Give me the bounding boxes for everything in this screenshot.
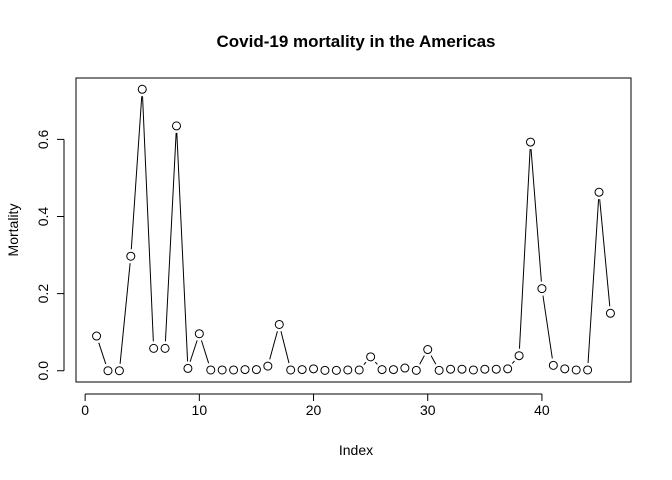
data-point <box>194 329 204 339</box>
data-point <box>457 364 467 374</box>
data-point <box>160 343 170 353</box>
series-segment <box>430 355 437 365</box>
series-segment <box>363 361 367 366</box>
series-segment <box>419 355 425 365</box>
data-point <box>137 84 147 94</box>
series-segment <box>374 361 378 365</box>
data-point <box>320 365 330 375</box>
data-point <box>183 363 193 373</box>
x-axis-label: Index <box>339 442 373 458</box>
y-tick-label: 0.2 <box>35 284 51 304</box>
series-segment <box>130 96 143 250</box>
data-point <box>491 364 501 374</box>
data-point <box>309 364 319 374</box>
data-point <box>114 366 124 376</box>
x-tick-label: 0 <box>81 402 89 418</box>
data-point <box>343 365 353 375</box>
data-point <box>274 319 284 329</box>
y-axis: 0.0 0.2 0.4 0.6 <box>35 129 65 381</box>
data-point <box>263 361 273 371</box>
data-point <box>286 365 296 375</box>
data-point <box>548 360 558 370</box>
data-point <box>571 365 581 375</box>
series-segment <box>142 96 154 342</box>
data-point <box>411 365 421 375</box>
data-point <box>526 137 536 147</box>
data-point <box>229 365 239 375</box>
data-point <box>206 365 216 375</box>
series-segment <box>269 331 278 360</box>
data-point <box>537 284 547 294</box>
series-points <box>92 84 615 376</box>
data-point <box>514 351 524 361</box>
y-axis-label: Mortality <box>5 204 21 257</box>
series-segment <box>189 340 198 362</box>
chart-title: Covid-19 mortality in the Americas <box>216 32 495 51</box>
data-point <box>605 308 615 318</box>
series-segment <box>200 340 210 364</box>
series-segment <box>280 331 290 364</box>
series-segment <box>518 149 531 349</box>
plot-frame <box>75 77 632 383</box>
series-segment <box>176 132 189 362</box>
data-point <box>103 366 113 376</box>
data-point <box>583 365 593 375</box>
y-tick-label: 0.0 <box>35 361 51 381</box>
data-point <box>149 343 159 353</box>
data-point <box>297 365 307 375</box>
data-point <box>594 187 604 197</box>
data-point <box>171 121 181 131</box>
data-point <box>560 364 570 374</box>
data-point <box>468 365 478 375</box>
series-segment <box>599 199 611 307</box>
series-line-segments <box>98 96 611 366</box>
series-segment <box>98 342 107 365</box>
data-point <box>388 365 398 375</box>
x-axis: 0 10 20 30 40 <box>81 393 550 418</box>
series-segment <box>119 263 131 364</box>
x-tick-label: 10 <box>192 402 208 418</box>
data-point <box>480 364 490 374</box>
series-segment <box>164 132 177 342</box>
data-point <box>217 365 227 375</box>
data-point <box>251 365 261 375</box>
data-point <box>446 364 456 374</box>
data-point <box>423 345 433 355</box>
data-point <box>331 365 341 375</box>
data-point <box>126 251 136 261</box>
y-tick-label: 0.6 <box>35 129 51 149</box>
data-point <box>240 365 250 375</box>
series-segment <box>587 199 600 364</box>
series-segment <box>530 149 542 282</box>
x-tick-label: 40 <box>534 402 550 418</box>
data-point <box>366 352 376 362</box>
y-tick-label: 0.4 <box>35 207 51 227</box>
x-tick-label: 20 <box>306 402 322 418</box>
series-segment <box>542 295 553 359</box>
data-point <box>400 363 410 373</box>
data-point <box>92 331 102 341</box>
data-point <box>377 365 387 375</box>
series-segment <box>511 360 515 364</box>
x-tick-label: 30 <box>420 402 436 418</box>
data-point <box>503 364 513 374</box>
data-point <box>354 365 364 375</box>
data-point <box>434 365 444 375</box>
